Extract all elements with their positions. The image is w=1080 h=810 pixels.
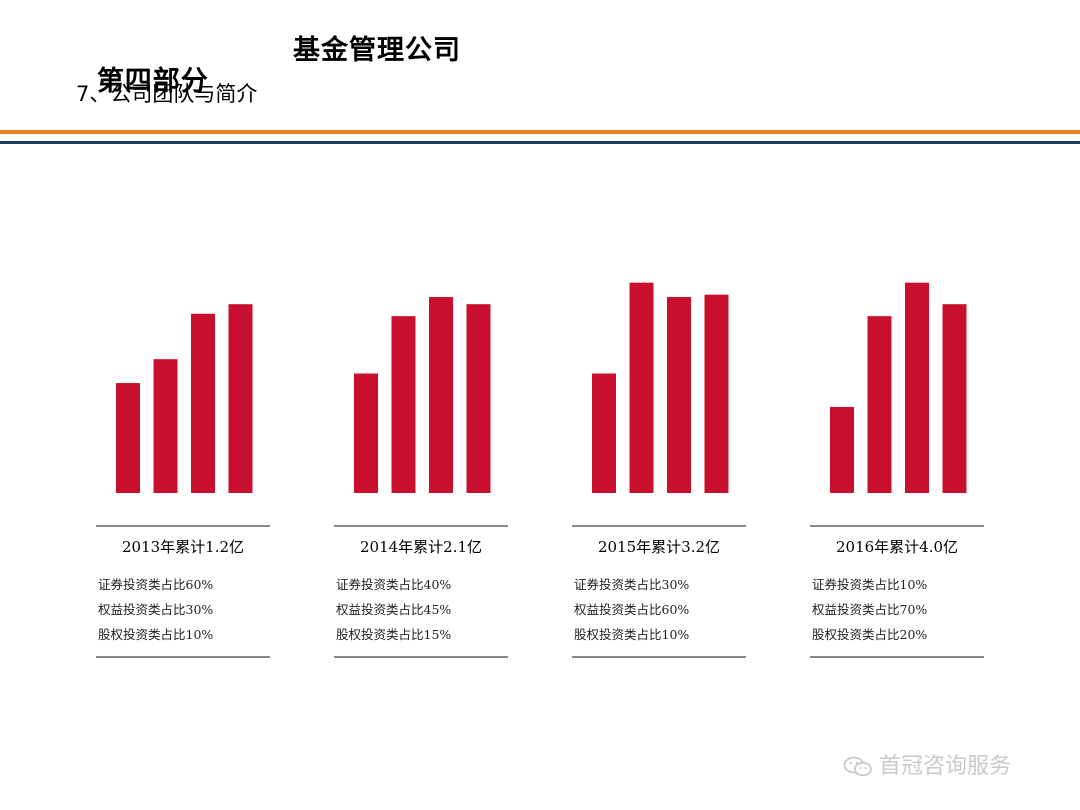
breakdown-line: 证券投资类占比10% (812, 577, 928, 592)
breakdown-line: 权益投资类占比45% (336, 602, 452, 617)
section-label: 第四部分 (96, 66, 209, 97)
section-title: 基金管理公司 (293, 35, 461, 66)
breakdown-list: 证券投资类占比60% 权益投资类占比30% 股权投资类占比10% (98, 572, 213, 647)
breakdown-line: 权益投资类占比30% (98, 602, 214, 617)
breakdown-list: 证券投资类占比10% 权益投资类占比70% 股权投资类占比20% (812, 572, 927, 647)
wechat-icon (843, 756, 872, 777)
bar (116, 383, 140, 493)
bar-chart-2016 (830, 282, 967, 493)
rule-bottom (334, 656, 508, 658)
breakdown-line: 股权投资类占比10% (574, 627, 690, 642)
bar (905, 282, 929, 493)
breakdown-line: 证券投资类占比40% (336, 577, 452, 592)
breakdown-line: 股权投资类占比15% (336, 627, 452, 642)
chart-caption: 2015年累计3.2亿 (597, 538, 721, 556)
breakdown-list: 证券投资类占比30% 权益投资类占比60% 股权投资类占比10% (574, 572, 689, 647)
bar (153, 359, 178, 493)
bar (228, 304, 253, 493)
bar (704, 294, 729, 493)
watermark: 首冠咨询服务 (843, 748, 1011, 780)
chart-panel-2015: 2015年累计3.2亿 证券投资类占比30% 权益投资类占比60% 股权投资类占… (572, 270, 746, 660)
bar (830, 406, 854, 493)
rule-bottom (96, 656, 270, 658)
breakdown-line: 证券投资类占比30% (574, 577, 690, 592)
bar-chart-2013 (116, 304, 253, 493)
rule-bottom (810, 656, 984, 658)
breakdown-line: 权益投资类占比70% (812, 602, 928, 617)
bar (191, 313, 215, 493)
bar-chart-2014 (354, 297, 491, 493)
header-divider-orange (0, 130, 1080, 134)
breakdown-line: 股权投资类占比10% (98, 627, 214, 642)
page-subtitle: 7、公司团队与简介 (76, 82, 258, 106)
bar (867, 316, 892, 493)
rule-top (810, 525, 984, 527)
watermark-text: 首冠咨询服务 (879, 754, 1012, 779)
bar (942, 304, 967, 493)
bar (667, 297, 691, 493)
chart-caption: 2014年累计2.1亿 (359, 538, 483, 556)
breakdown-line: 股权投资类占比20% (812, 627, 928, 642)
chart-caption: 2016年累计4.0亿 (835, 538, 959, 556)
bar (592, 373, 616, 493)
bar (354, 373, 378, 493)
rule-bottom (572, 656, 746, 658)
header-divider-navy (0, 141, 1080, 144)
bar (466, 304, 491, 493)
page-title: 第四部分 基金管理公司 (76, 28, 460, 129)
rule-top (96, 525, 270, 527)
chart-panel-2016: 2016年累计4.0亿 证券投资类占比10% 权益投资类占比70% 股权投资类占… (810, 270, 984, 660)
breakdown-line: 权益投资类占比60% (574, 602, 690, 617)
chart-caption: 2013年累计1.2亿 (121, 538, 245, 556)
bar-chart-2015 (592, 282, 729, 493)
bar (391, 316, 416, 493)
chart-panel-2014: 2014年累计2.1亿 证券投资类占比40% 权益投资类占比45% 股权投资类占… (334, 270, 508, 660)
bar (429, 297, 453, 493)
rule-top (334, 525, 508, 527)
breakdown-list: 证券投资类占比40% 权益投资类占比45% 股权投资类占比15% (336, 572, 451, 647)
chart-panel-2013: 2013年累计1.2亿 证券投资类占比60% 权益投资类占比30% 股权投资类占… (96, 270, 270, 660)
bar (629, 282, 654, 493)
rule-top (572, 525, 746, 527)
breakdown-line: 证券投资类占比60% (98, 577, 214, 592)
